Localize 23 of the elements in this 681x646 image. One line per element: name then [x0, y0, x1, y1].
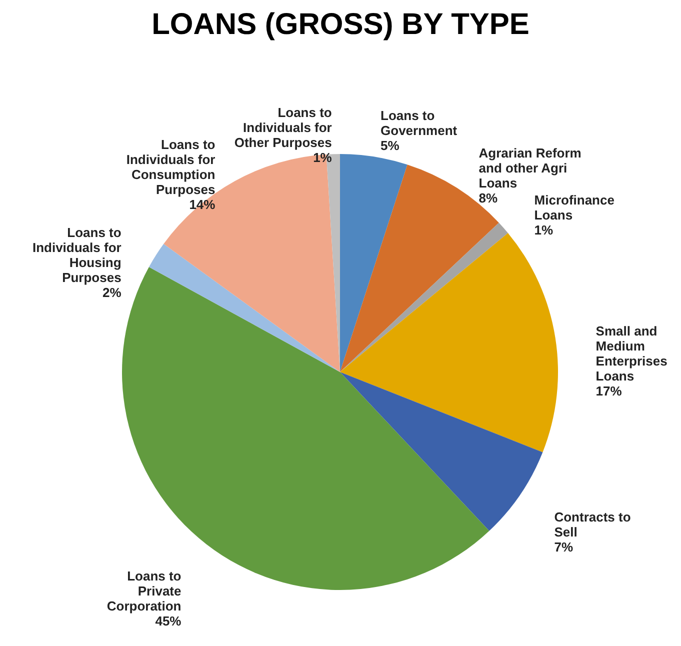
- slice-label: Microfinance Loans: [534, 192, 614, 223]
- data-label: 5%: [380, 138, 400, 154]
- slice-label: Agrarian Reform and other Agri Loans: [478, 145, 582, 190]
- pie-slice: [340, 233, 558, 452]
- slice-label: Loans to Government: [380, 108, 458, 138]
- data-label: 1%: [534, 222, 554, 238]
- data-label: 7%: [554, 540, 574, 555]
- pie-slice: [340, 222, 508, 372]
- data-label: 8%: [478, 190, 498, 206]
- slice-label: Loans to Individuals for Housing Purposes: [32, 225, 122, 286]
- slice-label: Loans to Private Corporation: [106, 568, 182, 614]
- data-label: 2%: [102, 285, 122, 300]
- slice-label: Contracts to Sell: [554, 510, 631, 540]
- pie-slice: [340, 372, 543, 531]
- data-label: 45%: [155, 614, 182, 629]
- slice-label: Small and Medium Enterprises Loans: [596, 323, 668, 384]
- data-label: 1%: [313, 150, 332, 166]
- slice-label: Loans to Individuals for Consumption Purposes: [126, 137, 216, 198]
- data-label: 17%: [596, 383, 622, 398]
- chart-title: LOANS (GROSS) BY TYPE: [152, 8, 530, 41]
- pie-slice: [340, 154, 408, 372]
- pie-slice: [148, 244, 340, 372]
- slice-label: Loans to Individuals for Other Purposes: [234, 105, 332, 150]
